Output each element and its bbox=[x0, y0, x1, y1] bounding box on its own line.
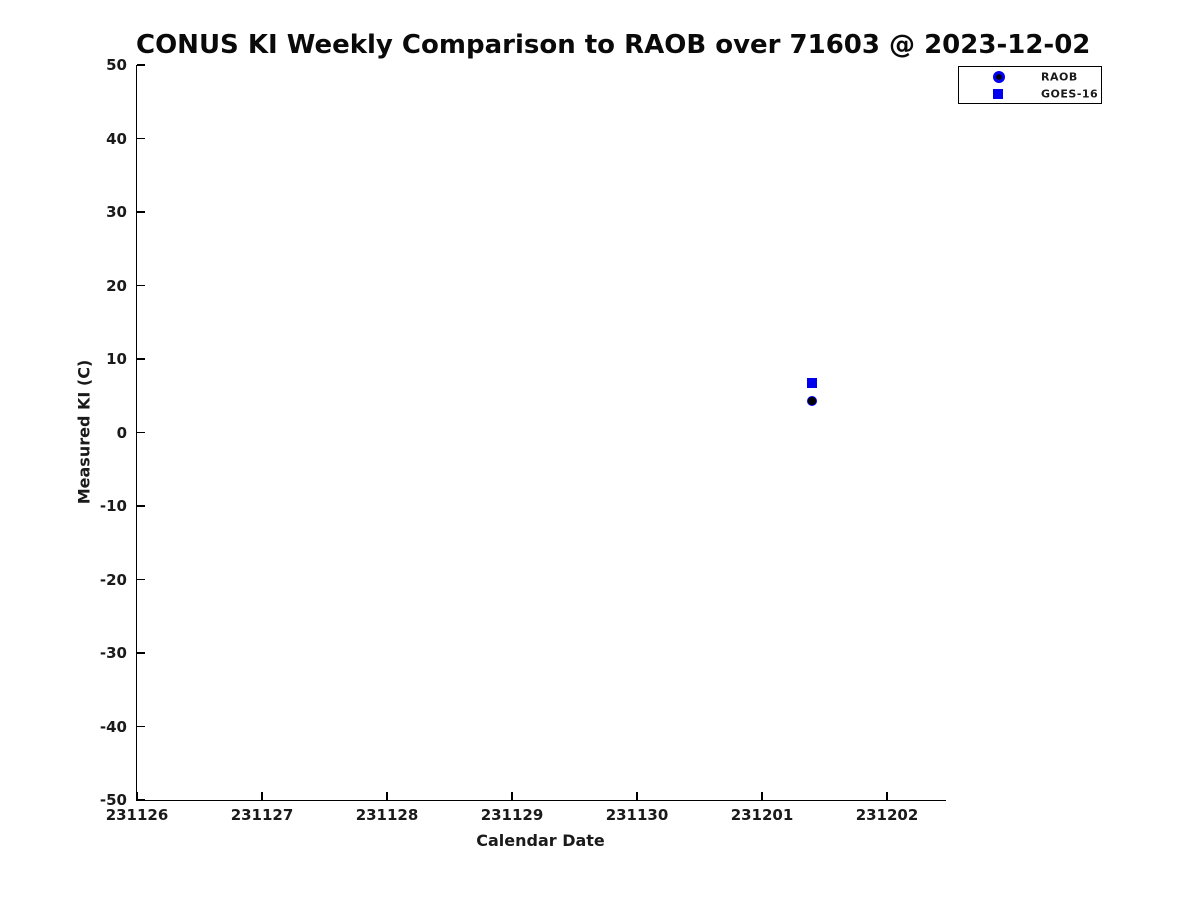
y-tick-label: -20 bbox=[99, 570, 127, 589]
x-tick-mark bbox=[636, 792, 638, 800]
x-tick-label: 231202 bbox=[855, 806, 919, 824]
y-tick-label: 40 bbox=[106, 129, 127, 148]
y-tick-mark bbox=[137, 578, 145, 581]
goes-16-data-point bbox=[807, 378, 817, 389]
legend-entry-raob: RAOB bbox=[959, 68, 1101, 85]
y-tick-mark bbox=[137, 211, 145, 213]
legend-label: GOES-16 bbox=[1041, 87, 1099, 100]
legend-entry-goes-16: GOES-16 bbox=[959, 85, 1101, 102]
y-tick-mark bbox=[137, 652, 145, 654]
x-tick-mark bbox=[136, 792, 138, 800]
raob-legend-marker-icon bbox=[993, 70, 1005, 83]
x-axis-label: Calendar Date bbox=[476, 831, 605, 850]
x-tick-mark bbox=[886, 792, 888, 800]
y-tick-label: -40 bbox=[99, 717, 127, 736]
legend: RAOB GOES-16 bbox=[958, 66, 1102, 104]
y-tick-mark bbox=[137, 137, 145, 140]
y-tick-label: -30 bbox=[99, 644, 127, 662]
y-axis-label: Measured KI (C) bbox=[74, 359, 94, 505]
raob-data-point bbox=[807, 395, 817, 406]
y-tick-label: 30 bbox=[106, 203, 127, 221]
legend-label: RAOB bbox=[1041, 70, 1078, 83]
x-tick-label: 231129 bbox=[480, 806, 544, 824]
y-tick-label: -10 bbox=[99, 497, 127, 515]
plot-area: 50 40 30 20 10 0 -10 -20 -30 -40 -50 231126 231127 23… bbox=[100, 56, 946, 824]
y-tick-mark bbox=[137, 505, 145, 507]
y-tick-label: 0 bbox=[116, 423, 127, 442]
y-tick-mark bbox=[137, 64, 145, 66]
x-tick-mark bbox=[386, 792, 388, 800]
x-tick-label: 231127 bbox=[230, 806, 294, 824]
y-tick-mark bbox=[137, 725, 145, 728]
y-tick-label: -50 bbox=[99, 791, 127, 809]
chart-title: CONUS KI Weekly Comparison to RAOB over … bbox=[136, 30, 1091, 60]
y-tick-mark bbox=[137, 358, 145, 360]
y-tick-label: 10 bbox=[106, 350, 127, 368]
y-tick-label: 50 bbox=[106, 56, 127, 74]
x-tick-mark bbox=[261, 792, 263, 800]
x-tick-label: 231128 bbox=[355, 806, 419, 824]
y-tick-mark bbox=[137, 431, 145, 434]
x-tick-label: 231201 bbox=[730, 806, 794, 824]
x-tick-mark bbox=[761, 792, 763, 800]
y-tick-mark bbox=[137, 799, 145, 801]
x-tick-mark bbox=[511, 792, 513, 800]
y-tick-label: 20 bbox=[106, 276, 127, 295]
y-tick-mark bbox=[137, 284, 145, 287]
goes-16-legend-marker-icon bbox=[993, 88, 1003, 99]
x-tick-label: 231130 bbox=[605, 806, 669, 824]
x-tick-label: 231126 bbox=[105, 806, 169, 824]
